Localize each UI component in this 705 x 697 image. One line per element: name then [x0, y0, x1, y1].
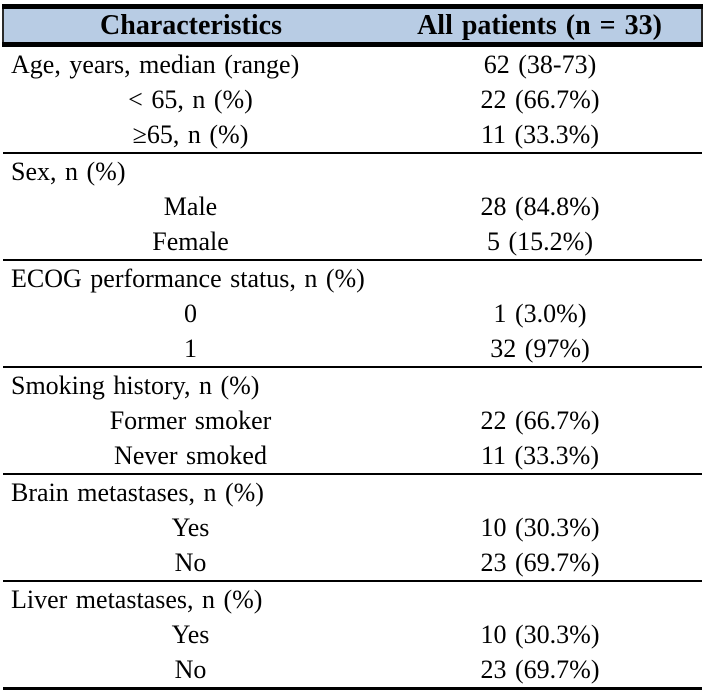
row-label: Age, years, median (range)	[11, 49, 300, 79]
row-label: < 65, n (%)	[128, 84, 253, 114]
row-label: Yes	[171, 619, 210, 649]
row-value	[378, 259, 702, 296]
row-label: Sex, n (%)	[3, 152, 378, 189]
row-value	[378, 152, 702, 189]
table-row: Never smoked 11 (33.3%)	[3, 438, 702, 474]
section-header-row: ECOG performance status, n (%)	[3, 259, 702, 296]
table-row: Yes 10 (30.3%)	[3, 510, 702, 545]
row-label: Smoking history, n (%)	[3, 366, 378, 403]
table-row: 1 32 (97%)	[3, 331, 702, 367]
row-value: 62 (38-73)	[483, 49, 597, 79]
row-label: Male	[163, 191, 218, 221]
row-value: 22 (66.7%)	[480, 84, 600, 114]
table-row: Yes 10 (30.3%)	[3, 617, 702, 652]
row-label: Liver metastases, n (%)	[3, 580, 378, 617]
table-row: 0 1 (3.0%)	[3, 296, 702, 331]
row-value: 10 (30.3%)	[480, 512, 600, 542]
table-row: < 65, n (%) 22 (66.7%)	[3, 82, 702, 117]
table-row: Male 28 (84.8%)	[3, 189, 702, 224]
column-header-all-patients: All patients (n = 33)	[378, 4, 703, 47]
section-header-row: Brain metastases, n (%)	[3, 473, 702, 510]
row-label: No	[174, 547, 207, 577]
patient-characteristics-table: Characteristics All patients (n = 33) Ag…	[2, 4, 703, 690]
row-value: 28 (84.8%)	[480, 191, 600, 221]
row-value: 22 (66.7%)	[480, 405, 600, 435]
table-row: ≥65, n (%) 11 (33.3%)	[3, 117, 702, 153]
row-label: 0	[184, 298, 197, 328]
section-header-row: Smoking history, n (%)	[3, 366, 702, 403]
row-value	[378, 366, 702, 403]
header-row: Characteristics All patients (n = 33)	[2, 4, 703, 47]
row-label: 1	[184, 333, 197, 363]
row-label: Female	[152, 226, 229, 256]
row-value: 32 (97%)	[490, 333, 590, 363]
row-label: No	[3, 652, 378, 690]
row-value	[378, 580, 702, 617]
row-label: Brain metastases, n (%)	[3, 473, 378, 510]
row-value	[378, 473, 702, 510]
table-row: Female 5 (15.2%)	[3, 224, 702, 260]
row-value: 1 (3.0%)	[493, 298, 587, 328]
row-label: Never smoked	[114, 440, 267, 470]
row-value: 11 (33.3%)	[480, 440, 599, 470]
row-label: Former smoker	[109, 405, 272, 435]
row-value: 23 (69.7%)	[378, 652, 702, 690]
row-value: 11 (33.3%)	[480, 119, 599, 149]
section-header-row: Sex, n (%)	[3, 152, 702, 189]
row-label: Yes	[171, 512, 210, 542]
row-value: 23 (69.7%)	[480, 547, 600, 577]
row-label: ≥65, n (%)	[132, 119, 249, 149]
row-value: 10 (30.3%)	[480, 619, 600, 649]
table-row: No 23 (69.7%)	[3, 545, 702, 581]
table-row: Former smoker 22 (66.7%)	[3, 403, 702, 438]
row-value: 5 (15.2%)	[487, 226, 593, 256]
table-row: Age, years, median (range) 62 (38-73)	[3, 45, 702, 83]
table-row: No 23 (69.7%)	[3, 652, 702, 690]
row-label: ECOG performance status, n (%)	[3, 259, 378, 296]
section-header-row: Liver metastases, n (%)	[3, 580, 702, 617]
column-header-characteristics: Characteristics	[2, 4, 378, 47]
